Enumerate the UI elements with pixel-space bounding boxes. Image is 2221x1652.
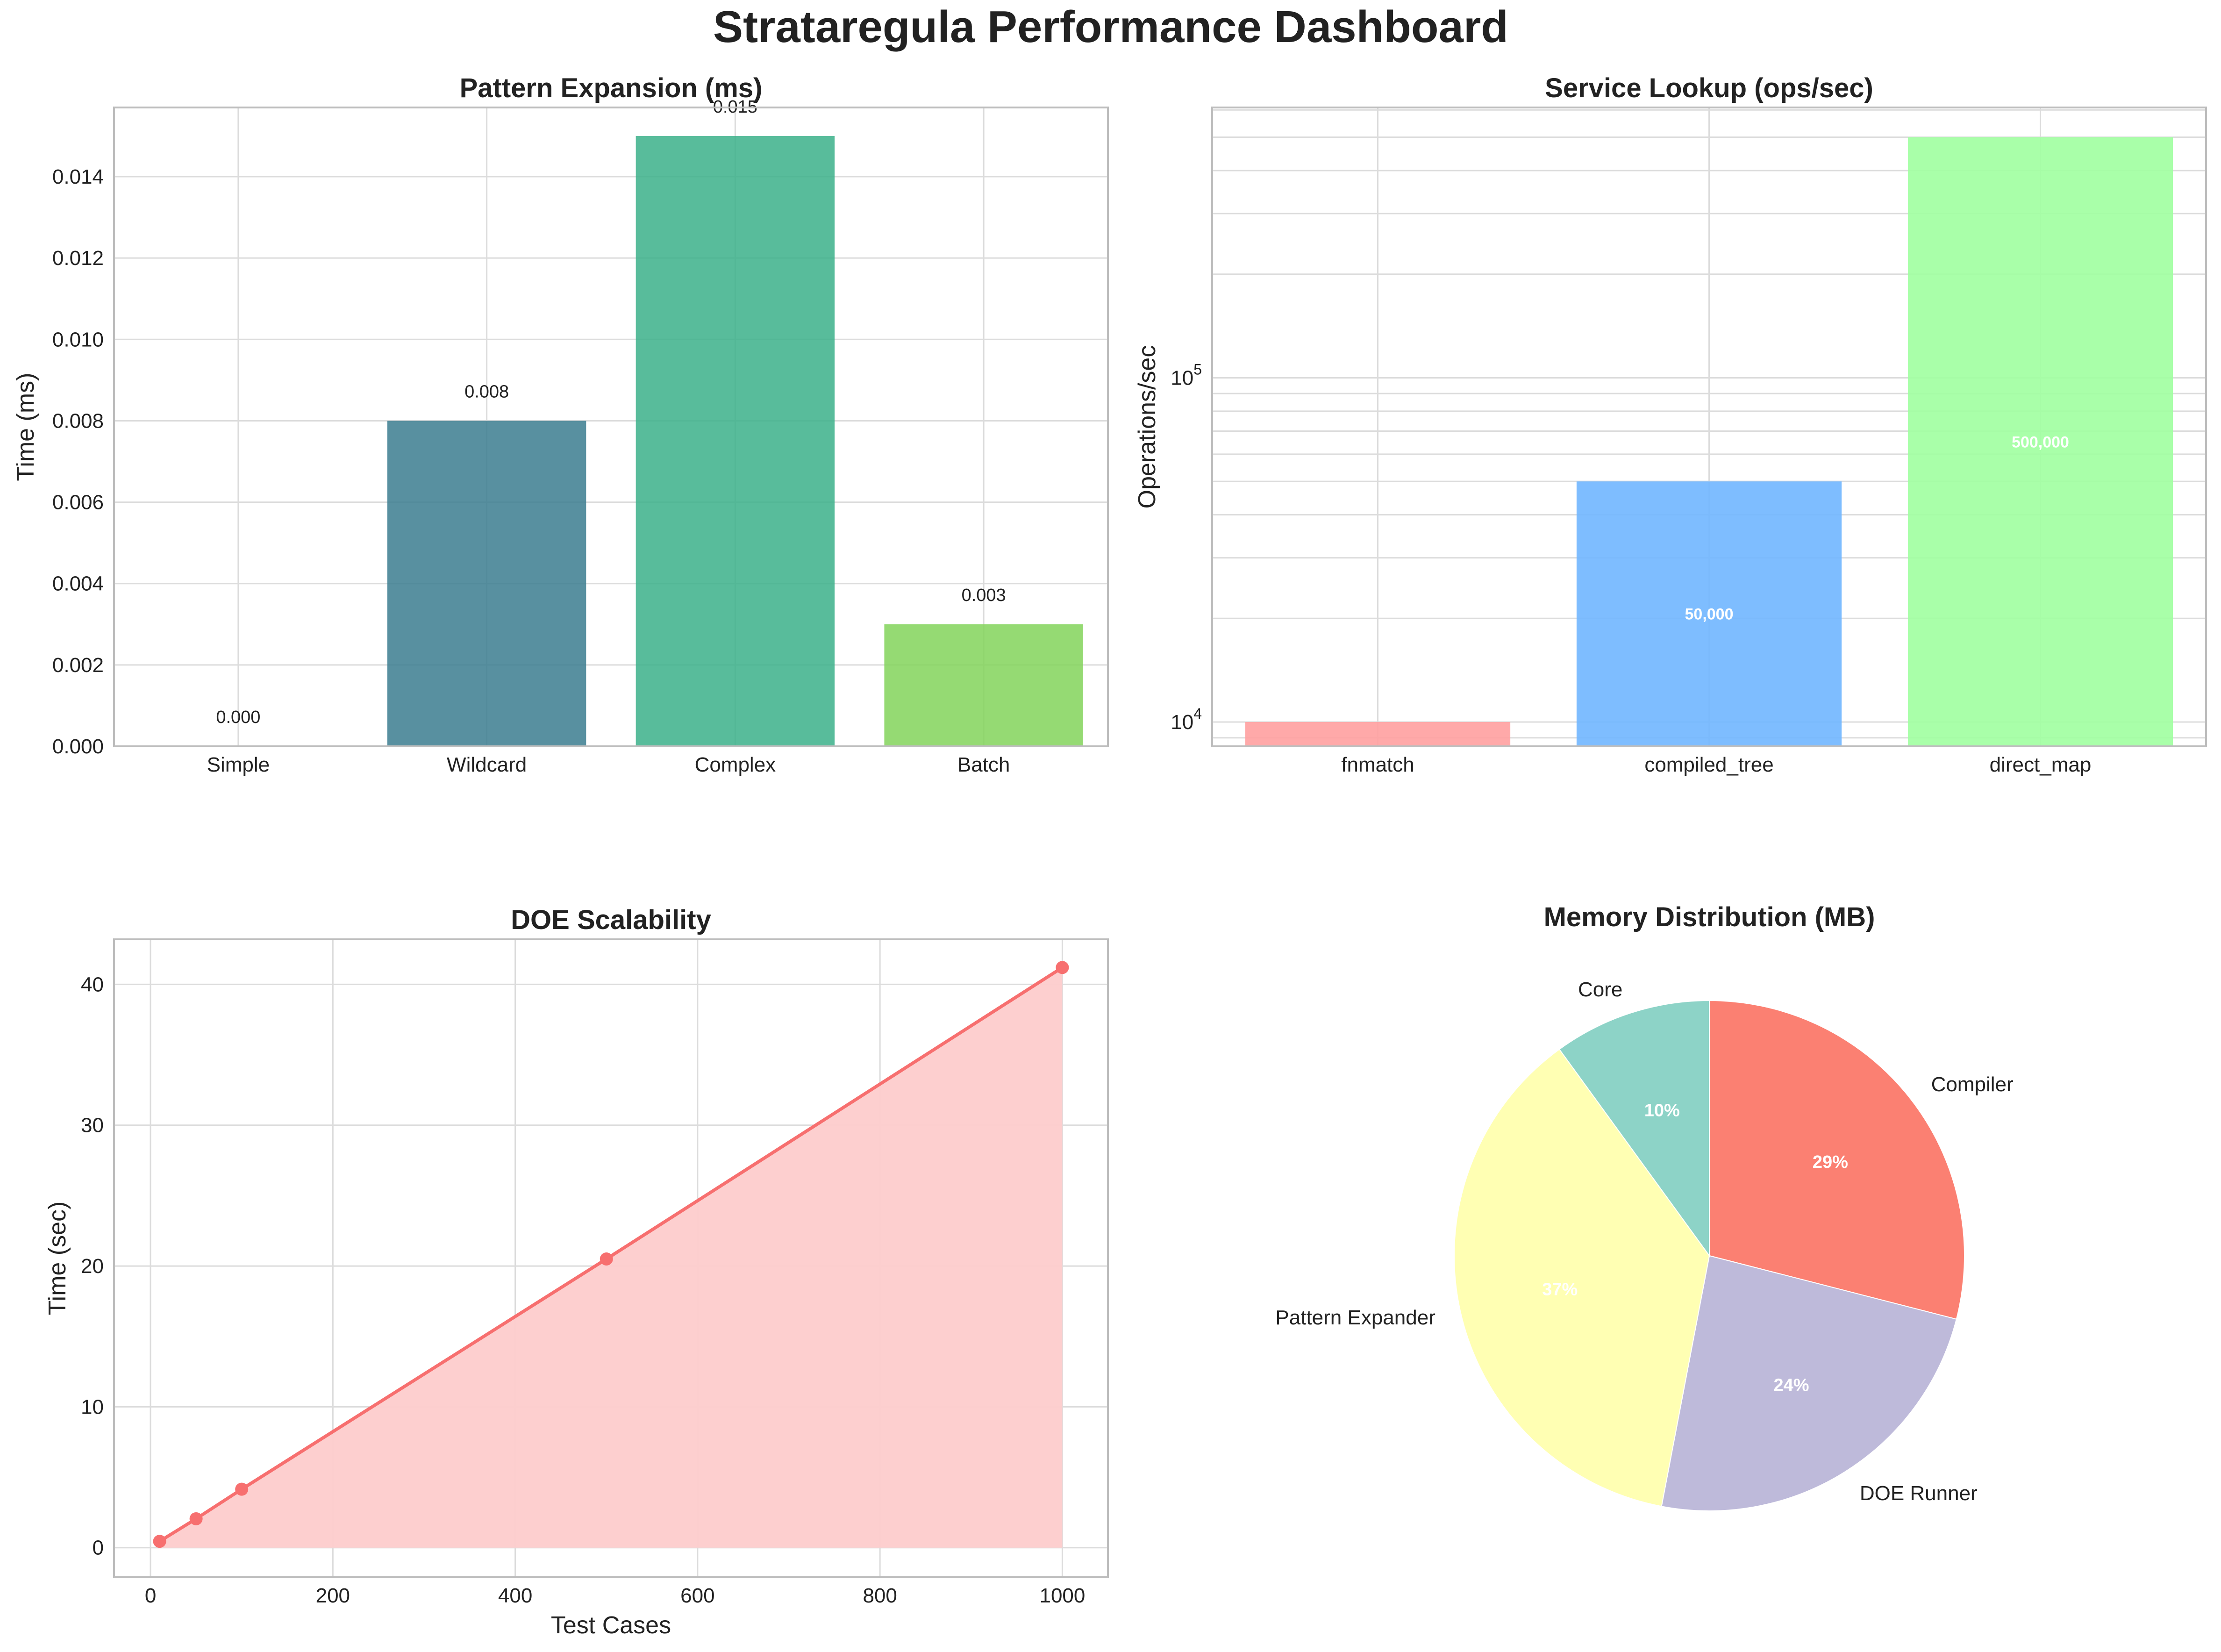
- x-tick-label: Batch: [957, 753, 1010, 776]
- service-lookup-chart: 104105fnmatch50,000compiled_tree500,000d…: [1134, 73, 2206, 776]
- y-tick-label: 105: [1171, 361, 1202, 389]
- pie-slice-label: Pattern Expander: [1275, 1306, 1435, 1329]
- chart-title: Service Lookup (ops/sec): [1545, 73, 1873, 103]
- x-tick-label: Complex: [695, 753, 776, 776]
- y-axis-label: Operations/sec: [1134, 345, 1161, 509]
- y-axis-label: Time (sec): [44, 1201, 71, 1316]
- pie-slice-label: DOE Runner: [1860, 1482, 1978, 1505]
- pie-percent-label: 10%: [1644, 1101, 1680, 1120]
- y-tick-base: 10: [1171, 711, 1193, 734]
- bar-value-label: 0.008: [464, 382, 509, 401]
- y-tick-label: 0.008: [52, 409, 104, 432]
- x-tick-label: direct_map: [1990, 753, 2092, 776]
- y-tick-label: 0.006: [52, 491, 104, 514]
- y-tick-label: 0: [93, 1537, 104, 1559]
- y-tick-exponent: 4: [1193, 705, 1202, 722]
- dashboard-title: Strataregula Performance Dashboard: [713, 2, 1508, 52]
- data-point: [190, 1512, 203, 1525]
- y-tick-label: 20: [81, 1255, 104, 1278]
- bar-value-label: 50,000: [1685, 606, 1734, 623]
- y-tick-label: 0.000: [52, 735, 104, 758]
- y-tick-label: 0.012: [52, 247, 104, 270]
- x-tick-label: 0: [145, 1584, 156, 1607]
- data-point: [600, 1252, 613, 1266]
- pie-slice-label: Compiler: [1931, 1073, 2014, 1096]
- data-point: [153, 1535, 166, 1548]
- data-point: [1056, 961, 1069, 974]
- x-tick-label: 200: [316, 1584, 350, 1607]
- bar-value-label: 0.003: [962, 586, 1006, 605]
- bar-value-label: 500,000: [2012, 433, 2069, 451]
- x-axis-label: Test Cases: [551, 1612, 671, 1639]
- bar-value-label: 0.000: [216, 708, 260, 727]
- y-tick-label: 40: [81, 973, 104, 996]
- chart-title: Pattern Expansion (ms): [460, 73, 763, 103]
- y-tick-label: 104: [1171, 705, 1202, 734]
- bar: [387, 421, 586, 746]
- chart-title: DOE Scalability: [511, 905, 711, 935]
- y-axis-label: Time (ms): [12, 372, 39, 481]
- bar: [1245, 722, 1510, 746]
- chart-title: Memory Distribution (MB): [1544, 902, 1875, 932]
- x-tick-label: fnmatch: [1341, 753, 1414, 776]
- bar: [636, 136, 835, 746]
- pie-percent-label: 24%: [1774, 1376, 1809, 1395]
- x-tick-label: Simple: [207, 753, 270, 776]
- pie-slice-label: Core: [1578, 978, 1622, 1001]
- pattern-expansion-chart: 0.000 0.002 0.004 0.006 0.008 0.010 0.012 0.014…: [12, 73, 1108, 776]
- x-tick-label: 1000: [1039, 1584, 1085, 1607]
- x-tick-label: 800: [863, 1584, 897, 1607]
- bar: [884, 624, 1083, 746]
- x-tick-label: compiled_tree: [1644, 753, 1773, 776]
- y-tick-label: 0.014: [52, 165, 104, 188]
- x-tick-label: Wildcard: [447, 753, 527, 776]
- y-tick-label: 0.002: [52, 654, 104, 677]
- x-tick-label: 600: [680, 1584, 714, 1607]
- pie-percent-label: 37%: [1542, 1280, 1578, 1299]
- pie-percent-label: 29%: [1813, 1152, 1848, 1172]
- y-tick-label: 0.010: [52, 328, 104, 351]
- y-tick-label: 0.004: [52, 572, 104, 595]
- y-tick-base: 10: [1171, 366, 1193, 389]
- y-tick-exponent: 5: [1193, 361, 1202, 378]
- y-tick-label: 30: [81, 1114, 104, 1137]
- x-tick-label: 400: [498, 1584, 532, 1607]
- memory-distribution-chart: 29% Compiler 24% DOE Runner 37% Pattern Expan…: [1275, 902, 2013, 1511]
- y-tick-label: 10: [81, 1395, 104, 1418]
- data-point: [235, 1483, 248, 1496]
